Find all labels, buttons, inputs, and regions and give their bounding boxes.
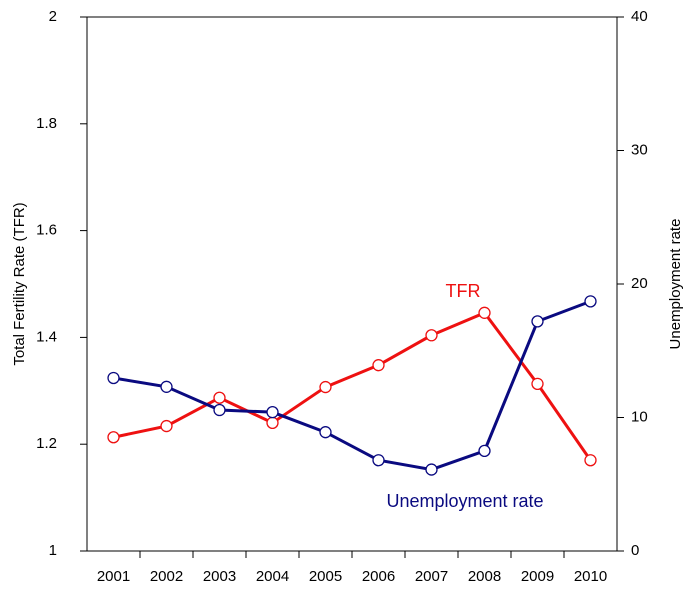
series-line xyxy=(113,299,592,472)
x-tick-label: 2003 xyxy=(203,568,236,585)
series-point xyxy=(266,406,279,419)
series-point xyxy=(319,380,332,394)
y2-tick-label: 40 xyxy=(631,8,648,25)
series-point xyxy=(584,295,597,308)
y-tick-label: 2 xyxy=(49,8,57,25)
x-tick-label: 2002 xyxy=(150,568,183,585)
y-tick-label: 1.2 xyxy=(36,435,57,452)
annotation: TFR xyxy=(446,281,481,301)
series-point xyxy=(372,359,385,372)
x-tick-label: 2008 xyxy=(468,568,501,585)
series-point xyxy=(478,444,491,458)
x-tick-label: 2004 xyxy=(256,568,289,585)
series-point xyxy=(160,419,173,433)
y2-axis-label: Unemployment rate xyxy=(667,219,684,350)
x-tick-label: 2009 xyxy=(521,568,554,585)
y-tick-label: 1.8 xyxy=(36,115,57,132)
y2-tick-label: 20 xyxy=(631,275,648,292)
x-tick-label: 2007 xyxy=(415,568,448,585)
y2-tick-label: 0 xyxy=(631,542,639,559)
y2-tick-label: 10 xyxy=(631,408,648,425)
series-point xyxy=(107,431,120,444)
series-point xyxy=(266,416,279,429)
series-point xyxy=(319,426,332,439)
x-tick-label: 2005 xyxy=(309,568,342,585)
x-tick-label: 2010 xyxy=(574,568,607,585)
series-point xyxy=(107,371,120,385)
series-point xyxy=(531,377,544,391)
series-point xyxy=(213,403,226,417)
series-point xyxy=(531,315,544,328)
series-point xyxy=(425,463,438,476)
plot-frame xyxy=(86,16,618,552)
series-point xyxy=(160,380,173,393)
series-point xyxy=(425,329,438,342)
series-line xyxy=(113,310,592,462)
series-point xyxy=(584,454,597,467)
y-axis-label: Total Fertility Rate (TFR) xyxy=(11,202,28,365)
series-point xyxy=(372,454,385,467)
y-tick-label: 1.4 xyxy=(36,328,57,345)
series-point xyxy=(478,306,491,319)
y2-tick-label: 30 xyxy=(631,141,648,158)
series-point xyxy=(213,391,226,404)
annotation: Unemployment rate xyxy=(386,491,543,511)
x-tick-label: 2001 xyxy=(97,568,130,585)
x-tick-label: 2006 xyxy=(362,568,395,585)
y-tick-label: 1 xyxy=(49,542,57,559)
y-tick-label: 1.6 xyxy=(36,222,57,239)
